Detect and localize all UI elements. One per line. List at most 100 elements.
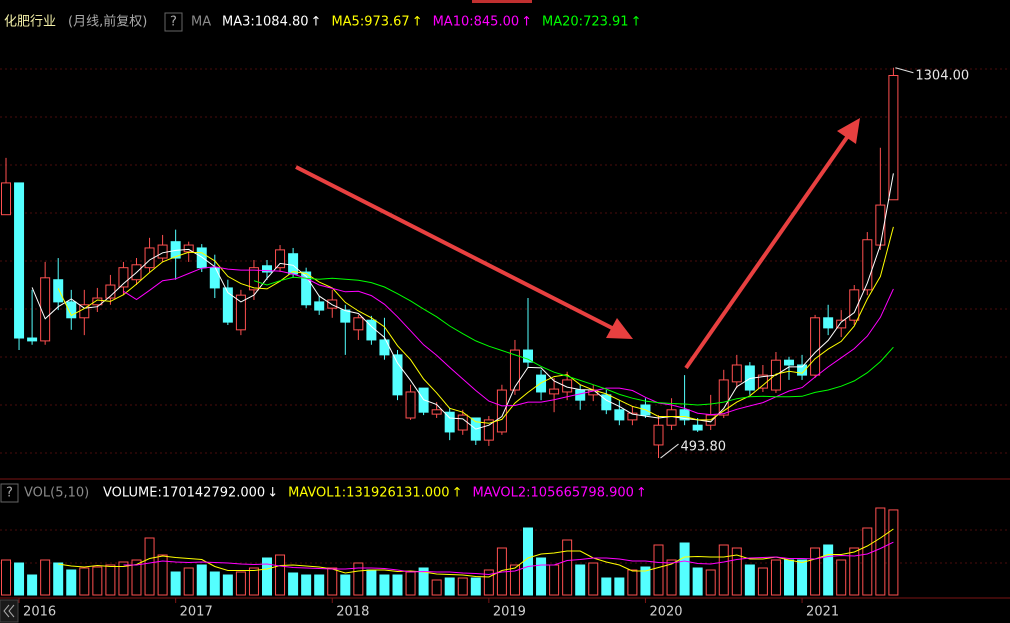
volume-bar xyxy=(222,574,233,596)
annotation-pointer xyxy=(895,67,914,74)
volume-bar xyxy=(457,577,468,596)
candle-body xyxy=(288,253,299,275)
volume-bar xyxy=(262,557,272,596)
legend-trend: ↑ xyxy=(412,15,423,30)
volume-bar xyxy=(170,571,181,596)
volume-bar xyxy=(14,562,25,596)
help-mark[interactable]: ? xyxy=(6,486,13,501)
candle-body xyxy=(679,409,690,421)
annotation-label: 493.80 xyxy=(681,440,727,455)
candle-body xyxy=(314,301,325,311)
volume-bar xyxy=(288,572,299,596)
volume-bar xyxy=(705,569,716,596)
candle-body xyxy=(496,389,507,433)
volume-bar xyxy=(53,562,64,596)
volume-bar xyxy=(209,571,220,596)
legend-label: MA5:973.67 xyxy=(331,15,409,30)
volume-bar xyxy=(405,571,416,596)
volume-bar xyxy=(196,564,207,596)
legend-trend: ↑ xyxy=(452,486,463,501)
candle-body xyxy=(523,349,533,363)
legend-label: MA10:845.00 xyxy=(433,15,520,30)
top-marker xyxy=(472,0,532,3)
volume-bar xyxy=(562,539,573,596)
volume-bar xyxy=(823,544,834,596)
volume-bar xyxy=(353,562,364,596)
candle-body xyxy=(248,267,259,291)
candle-body xyxy=(653,424,664,446)
legend-trend: ↑ xyxy=(631,15,642,30)
legend-trend: ↓ xyxy=(267,486,278,501)
help-box[interactable] xyxy=(164,12,183,32)
volume-bar xyxy=(718,544,729,596)
button-icon[interactable] xyxy=(3,604,15,618)
volume-bar xyxy=(509,564,520,596)
candle-body xyxy=(353,317,364,331)
candle-body xyxy=(53,279,64,303)
candle-body xyxy=(666,409,677,426)
volume-bar xyxy=(327,567,338,596)
legend-trend: ↑ xyxy=(311,15,322,30)
candle-body xyxy=(379,339,390,356)
annotation-pointer xyxy=(660,443,679,459)
x-tick-label: 2016 xyxy=(23,605,56,620)
candle-body xyxy=(301,271,312,306)
candle-body xyxy=(183,244,194,253)
x-tick-label: 2019 xyxy=(493,605,526,620)
candle-body xyxy=(888,74,899,201)
volume-bar xyxy=(888,509,899,596)
candle-body xyxy=(784,359,794,366)
volume-bar xyxy=(157,554,168,596)
volume-bar xyxy=(744,564,755,596)
candle-body xyxy=(810,317,821,376)
volume-bar xyxy=(640,566,651,596)
candle-body xyxy=(836,319,847,329)
legend-label: MA3:1084.80 xyxy=(222,15,309,30)
volume-bar xyxy=(275,554,286,596)
volume-bar xyxy=(666,559,677,596)
ma-line xyxy=(123,266,894,416)
volume-bar xyxy=(692,567,703,596)
candle-body xyxy=(157,244,168,259)
indicator-name: VOL(5,10) xyxy=(24,486,89,501)
candle-body xyxy=(340,309,351,323)
legend-trend: ↑ xyxy=(521,15,532,30)
indicator-name: MA xyxy=(191,15,211,30)
candle-body xyxy=(457,414,468,431)
volume-bar xyxy=(731,547,742,596)
scroll-left-button[interactable] xyxy=(0,599,19,623)
candle-body xyxy=(66,301,77,319)
candle-body xyxy=(549,388,560,395)
candle-body xyxy=(405,391,416,419)
candle-body xyxy=(692,424,703,431)
volume-bar xyxy=(79,567,90,596)
arrow-shaft xyxy=(295,165,617,332)
volume-bar xyxy=(575,564,586,596)
chart-title: 化肥行业 xyxy=(4,15,56,30)
volume-bar xyxy=(92,566,103,596)
candle-body xyxy=(275,249,286,269)
volume-bar xyxy=(431,579,442,596)
volume-bar xyxy=(1,559,11,596)
volume-bar xyxy=(379,574,390,596)
volume-bar xyxy=(653,544,664,596)
help-box[interactable] xyxy=(0,483,19,503)
x-tick-label: 2017 xyxy=(180,605,213,620)
volume-bar xyxy=(849,547,860,596)
ma-line xyxy=(57,226,894,424)
volume-bar xyxy=(757,567,768,596)
volume-bar xyxy=(875,507,886,596)
annotation-label: 1304.00 xyxy=(915,68,969,83)
volume-bar xyxy=(392,574,403,596)
legend-label: VOLUME:170142792.000 xyxy=(103,486,265,501)
volume-bar xyxy=(549,564,560,596)
x-tick-label: 2020 xyxy=(649,605,682,620)
candle-body xyxy=(875,204,886,246)
volume-bar xyxy=(862,527,873,596)
volume-bar xyxy=(470,577,481,596)
help-mark[interactable]: ? xyxy=(170,15,177,30)
ma-line xyxy=(31,173,894,430)
candle-body xyxy=(718,379,729,416)
volume-bar xyxy=(536,557,547,596)
volume-bar xyxy=(183,567,194,596)
